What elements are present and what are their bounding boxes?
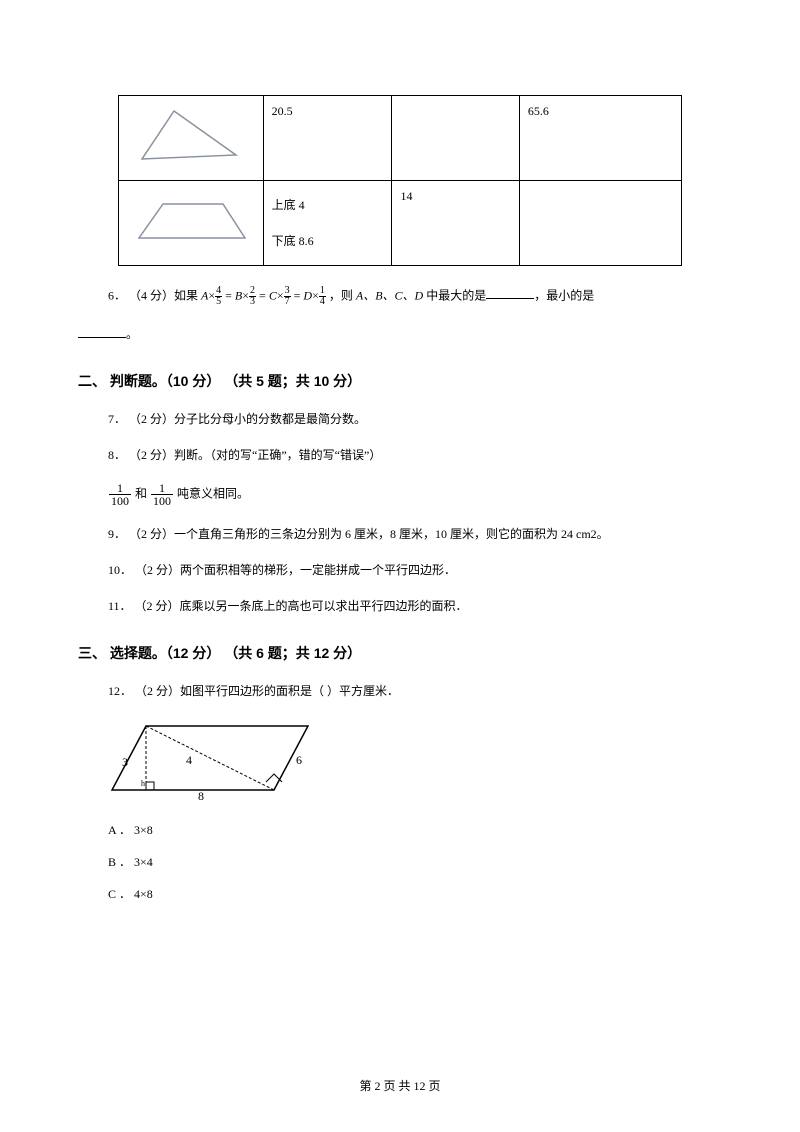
question-8b: 1100 和 1100 吨意义相同。 — [108, 482, 722, 507]
q6-tail1: 中最大的是 — [426, 288, 486, 302]
data-table: 20.5 65.6 上底 4 下底 8.6 14 — [118, 95, 682, 266]
cell-r2c4 — [519, 181, 681, 266]
question-10: 10． （2 分）两个面积相等的梯形，一定能拼成一个平行四边形． — [108, 561, 722, 579]
cell-r2c2: 上底 4 下底 8.6 — [263, 181, 392, 266]
cell-r2c3: 14 — [392, 181, 519, 266]
question-6: 6． （4 分）如果 A×45 = B×23 = C×37 = D×14 ，则 … — [108, 286, 722, 307]
cell-r1c2: 20.5 — [263, 96, 392, 181]
cell-r2c2-line1: 上底 4 — [272, 196, 384, 214]
table-row: 上底 4 下底 8.6 14 — [119, 181, 682, 266]
fraction-1-100-b: 1100 — [151, 482, 173, 507]
q6-mid: ，则 — [329, 288, 356, 302]
label-8: 8 — [198, 789, 204, 802]
label-3: 3 — [122, 755, 128, 769]
parallelogram-icon: 3 4 6 8 h — [108, 718, 318, 802]
section-2-heading: 二、 判断题。（10 分） （共 5 题；共 10 分） — [78, 371, 722, 392]
option-a: A ． 3×8 — [108, 821, 722, 839]
question-9: 9． （2 分）一个直角三角形的三条边分别为 6 厘米，8 厘米，10 厘米，则… — [108, 525, 722, 543]
q6-abcd: A、B、C、D — [356, 288, 423, 302]
table-row: 20.5 65.6 — [119, 96, 682, 181]
blank-1 — [486, 286, 534, 299]
label-6: 6 — [296, 753, 302, 767]
trapezoid-icon — [133, 196, 249, 246]
triangle-icon — [138, 107, 244, 165]
section-3-heading: 三、 选择题。（12 分） （共 6 题；共 12 分） — [78, 643, 722, 664]
option-c: C ． 4×8 — [108, 885, 722, 903]
q6-prefix: 6． （4 分）如果 — [108, 288, 201, 302]
q8b-mid: 和 — [135, 486, 150, 500]
question-8a: 8． （2 分）判断。（对的写“正确”，错的写“错误”） — [108, 446, 722, 464]
q12-diagram: 3 4 6 8 h — [108, 718, 722, 807]
triangle-cell — [119, 96, 264, 181]
q6-tail2: ，最小的是 — [534, 288, 594, 302]
option-b: B ． 3×4 — [108, 853, 722, 871]
question-6-cont: 。 — [78, 325, 722, 343]
svg-text:h: h — [141, 779, 145, 788]
q8b-tail: 吨意义相同。 — [177, 486, 249, 500]
label-4: 4 — [186, 753, 192, 767]
cell-r1c4: 65.6 — [519, 96, 681, 181]
eq-C: C — [269, 288, 277, 302]
cell-r1c3 — [392, 96, 519, 181]
question-7: 7． （2 分）分子比分母小的分数都是最简分数。 — [108, 410, 722, 428]
cell-r2c2-line2: 下底 8.6 — [272, 232, 384, 250]
q6-tail3: 。 — [126, 327, 138, 341]
blank-2 — [78, 325, 126, 338]
question-11: 11． （2 分）底乘以另一条底上的高也可以求出平行四边形的面积． — [108, 597, 722, 615]
eq-D: D — [303, 288, 312, 302]
question-12: 12． （2 分）如图平行四边形的面积是（ ）平方厘米． — [108, 682, 722, 700]
fraction-1-100: 1100 — [109, 482, 131, 507]
trapezoid-cell — [119, 181, 264, 266]
page-footer: 第 2 页 共 12 页 — [0, 1077, 800, 1094]
